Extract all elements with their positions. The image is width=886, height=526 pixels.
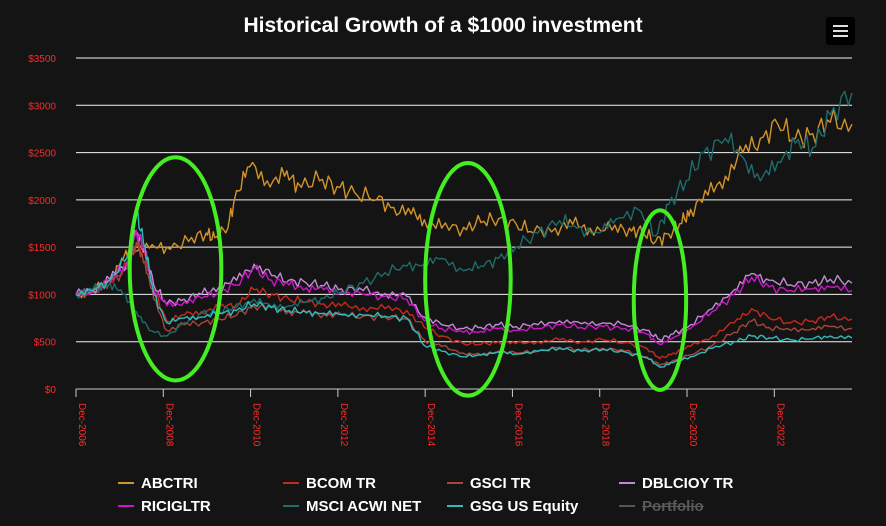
series-line-msci-acwi-net [75,90,853,338]
legend-item-msci-acwi-net[interactable]: MSCI ACWI NET [283,497,421,515]
legend-item-abctri[interactable]: ABCTRI [118,474,198,492]
y-tick-label: $2500 [28,149,56,160]
legend-swatch [118,482,134,484]
series-line-dblcioy-tr [75,229,853,342]
hamburger-menu-icon [833,35,848,37]
legend-item-gsg-us-equity[interactable]: GSG US Equity [447,497,578,515]
annotation-ellipse [423,160,513,398]
chart-menu-button[interactable] [826,17,855,45]
legend-swatch [619,482,635,484]
x-tick-label: Dec-2006 [76,403,87,447]
x-tick-label: Dec-2014 [425,403,436,447]
legend-item-dblcioy-tr[interactable]: DBLCIOY TR [619,474,733,492]
series-line-ricigltr [75,229,853,346]
x-tick-label: Dec-2010 [251,403,262,447]
legend-item-bcom-tr[interactable]: BCOM TR [283,474,376,492]
y-tick-label: $500 [34,338,57,349]
legend-label: Portfolio [642,497,704,515]
annotation-ellipse [631,208,689,392]
series-line-bcom-tr [75,241,853,360]
legend-label: GSG US Equity [470,497,579,515]
legend-swatch [283,505,299,507]
annotation-ellipse [127,155,224,383]
x-tick-label: Dec-2008 [163,403,174,447]
series-line-gsci-tr [75,241,853,367]
x-tick-label: Dec-2018 [600,403,611,447]
y-tick-label: $1500 [28,243,56,254]
legend-label: ABCTRI [141,474,198,492]
x-tick-label: Dec-2016 [512,403,523,447]
x-tick-label: Dec-2012 [338,403,349,447]
legend-label: MSCI ACWI NET [306,497,422,515]
legend-swatch [619,505,635,507]
hamburger-menu-icon [833,25,848,27]
y-tick-label: $3500 [28,54,56,65]
legend-swatch [447,482,463,484]
chart-title: Historical Growth of a $1000 investment [243,14,643,37]
legend-item-gsci-tr[interactable]: GSCI TR [447,474,531,492]
legend-swatch [283,482,299,484]
y-tick-label: $3000 [28,101,56,112]
legend-label: DBLCIOY TR [642,474,734,492]
legend-swatch [118,505,134,507]
y-tick-label: $2000 [28,196,56,207]
y-tick-label: $1000 [28,290,56,301]
x-tick-label: Dec-2022 [774,403,785,447]
hamburger-menu-icon [833,30,848,32]
series-line-abctri [75,108,853,299]
legend-label: RICIGLTR [141,497,211,515]
legend-label: BCOM TR [306,474,376,492]
y-tick-label: $0 [45,385,57,396]
legend-label: GSCI TR [470,474,531,492]
legend-swatch [447,505,463,507]
x-tick-label: Dec-2020 [687,403,698,447]
legend-item-portfolio[interactable]: Portfolio [619,497,704,515]
legend-item-ricigltr[interactable]: RICIGLTR [118,497,211,515]
